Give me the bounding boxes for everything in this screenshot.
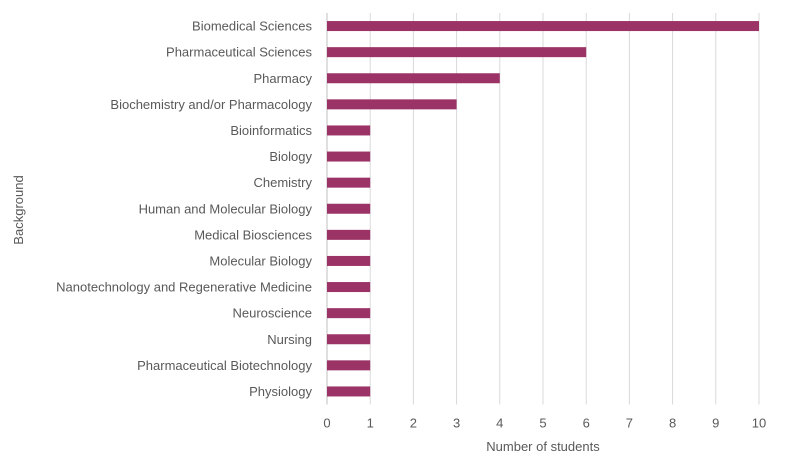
category-label: Bioinformatics: [230, 123, 312, 138]
category-label: Medical Biosciences: [194, 227, 312, 242]
bar: [327, 308, 371, 319]
bar: [327, 255, 371, 266]
category-label: Biomedical Sciences: [192, 19, 312, 34]
bar: [327, 360, 371, 371]
x-tick-label: 4: [496, 416, 503, 431]
bar: [327, 125, 371, 136]
gridlines: [326, 13, 760, 405]
x-tick-label: 5: [539, 416, 546, 431]
category-label: Human and Molecular Biology: [139, 201, 313, 216]
y-axis-title: Background: [11, 175, 26, 244]
bar: [327, 203, 371, 214]
x-tick-label: 3: [453, 416, 460, 431]
category-label: Physiology: [249, 384, 312, 399]
x-tick-label: 10: [752, 416, 766, 431]
category-label: Nanotechnology and Regenerative Medicine: [56, 280, 312, 295]
category-label: Biochemistry and/or Pharmacology: [110, 97, 312, 112]
bar: [327, 21, 759, 32]
category-label: Pharmacy: [253, 71, 312, 86]
x-tick-label: 2: [410, 416, 417, 431]
category-label: Biology: [269, 149, 312, 164]
category-label: Pharmaceutical Sciences: [166, 45, 312, 60]
category-label: Molecular Biology: [209, 253, 312, 268]
bar: [327, 386, 371, 397]
bar: [327, 334, 371, 345]
bar: [327, 229, 371, 240]
x-tick-label: 6: [583, 416, 590, 431]
x-tick-label: 9: [712, 416, 719, 431]
category-label: Pharmaceutical Biotechnology: [137, 358, 312, 373]
category-label: Chemistry: [253, 175, 312, 190]
category-label: Nursing: [267, 332, 312, 347]
bar: [327, 151, 371, 162]
x-axis-title: Number of students: [486, 439, 600, 454]
x-tick-label: 0: [323, 416, 330, 431]
bar: [327, 177, 371, 188]
x-tick-label: 1: [367, 416, 374, 431]
category-labels: Biomedical Sciences Pharmaceutical Scienc…: [56, 19, 312, 399]
bar: [327, 47, 587, 58]
x-tick-label: 8: [669, 416, 676, 431]
category-label: Neuroscience: [233, 306, 313, 321]
bar: [327, 73, 500, 84]
x-tick-label: 7: [626, 416, 633, 431]
bars: [327, 21, 759, 397]
bar: [327, 99, 457, 110]
bar: [327, 282, 371, 293]
x-tick-labels: 0 1 2 3 4 5 6 7 8 9 10: [323, 416, 766, 431]
